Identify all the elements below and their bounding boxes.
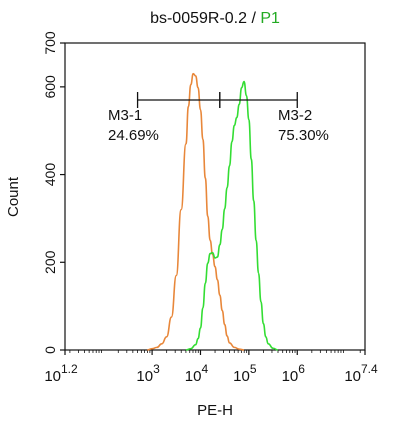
x-tick-label: 107.4 bbox=[344, 362, 378, 385]
gate-percent-2: 75.30% bbox=[278, 127, 329, 144]
gate-name-2: M3-2 bbox=[278, 107, 312, 124]
x-axis: 101.2 103 104 105 106 107.4 bbox=[44, 350, 378, 385]
series-layer bbox=[147, 72, 278, 351]
y-tick-label: 700 bbox=[42, 31, 58, 55]
gate-percent-1: 24.69% bbox=[108, 127, 159, 144]
x-axis-label: PE-H bbox=[197, 402, 233, 419]
x-tick-label: 103 bbox=[136, 362, 160, 385]
chart-title-gate: P1 bbox=[260, 10, 280, 27]
gate-layer: M3-1 24.69% M3-2 75.30% bbox=[108, 92, 329, 144]
histogram-series-1 bbox=[147, 72, 245, 351]
x-tick-label: 104 bbox=[185, 362, 209, 385]
x-tick-label: 106 bbox=[282, 362, 306, 385]
chart-title-sample: bs-0059R-0.2 / bbox=[150, 10, 260, 27]
y-axis: 0 200 400 600 700 bbox=[42, 31, 65, 354]
plot-frame bbox=[64, 42, 366, 351]
y-tick-label: 0 bbox=[42, 346, 58, 354]
y-tick-label: 200 bbox=[42, 250, 58, 274]
histogram-series-2 bbox=[185, 80, 278, 351]
x-tick-label: 101.2 bbox=[44, 362, 78, 385]
chart-title: bs-0059R-0.2 / P1 bbox=[150, 10, 280, 27]
gate-name-1: M3-1 bbox=[108, 107, 142, 124]
y-tick-label: 400 bbox=[42, 163, 58, 187]
x-tick-label: 105 bbox=[233, 362, 257, 385]
y-axis-label: Count bbox=[5, 176, 22, 217]
y-tick-label: 600 bbox=[42, 75, 58, 99]
